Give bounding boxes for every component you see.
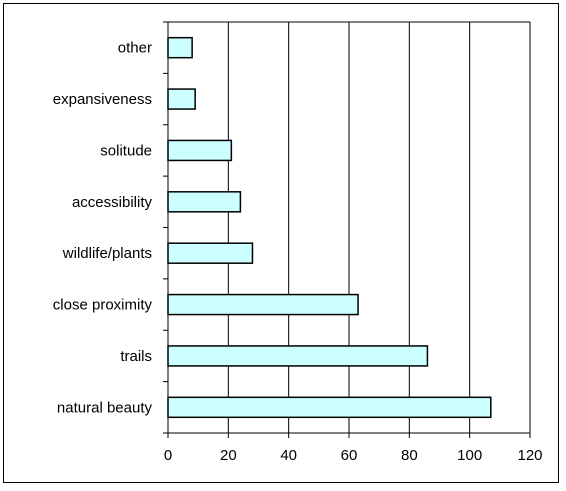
bar-expansiveness: [167, 88, 196, 110]
y-tick-label: close proximity: [53, 297, 153, 314]
y-tick-label: natural beauty: [57, 399, 153, 416]
x-tick-label: 80: [401, 447, 418, 464]
y-tick-label: accessibility: [72, 194, 153, 211]
bar-natural-beauty: [167, 396, 492, 419]
x-tick-label: 20: [220, 447, 237, 464]
bar-accessibility: [167, 191, 242, 213]
bar-solitude: [167, 139, 233, 162]
bar-close-proximity: [167, 293, 359, 316]
bar-other: [167, 36, 193, 59]
x-tick-label: 60: [341, 447, 358, 464]
y-tick-label: other: [118, 40, 152, 57]
y-tick-label: solitude: [100, 142, 152, 159]
x-tick-label: 40: [280, 447, 297, 464]
bar-trails: [167, 345, 429, 367]
y-tick-label: trails: [120, 348, 152, 365]
x-tick-label: 0: [164, 447, 172, 464]
y-tick-label: expansiveness: [53, 91, 152, 108]
x-tick-label: 120: [517, 447, 542, 464]
y-tick-label: wildlife/plants: [62, 245, 152, 262]
bar-wildlife-plants: [167, 242, 254, 264]
x-tick-label: 100: [457, 447, 482, 464]
